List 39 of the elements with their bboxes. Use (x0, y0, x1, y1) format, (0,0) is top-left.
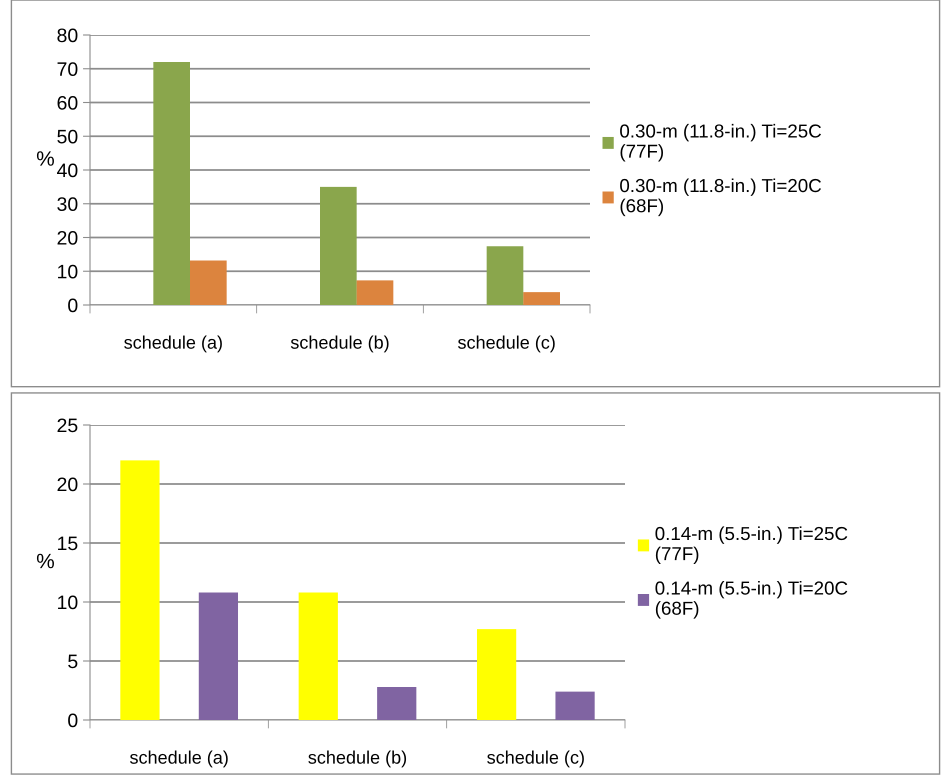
bar (120, 460, 160, 720)
x-tick-label: schedule (a) (124, 336, 222, 352)
y-tick-label: 50 (57, 130, 78, 144)
bar (320, 186, 357, 305)
y-tick-label: 70 (58, 62, 78, 76)
legend-label: 0.14-m (5.5-in.) Ti=20C (68F) (655, 580, 848, 619)
bar (476, 629, 516, 720)
bar (153, 62, 190, 305)
y-tick-label: 0 (68, 713, 78, 728)
y-tick-label: 10 (58, 264, 78, 278)
y-tick-label: 60 (58, 96, 78, 110)
legend-label: 0.30-m (11.8-in.) Ti=20C (68F) (620, 178, 822, 216)
bar (486, 246, 524, 305)
y-tick-label: 15 (58, 536, 78, 550)
bar (190, 260, 227, 305)
y-tick-label: 5 (68, 654, 78, 668)
bar (377, 686, 416, 720)
bar (555, 692, 595, 720)
x-tick-label: schedule (b) (290, 336, 389, 352)
y-tick-label: 10 (58, 595, 78, 610)
y-tick-label: 25 (58, 418, 78, 432)
y-tick-label: 30 (57, 197, 78, 211)
x-tick-label: schedule (b) (308, 750, 406, 768)
bar (356, 280, 394, 305)
bar (298, 592, 338, 720)
bar (198, 592, 238, 720)
y-tick-label: 20 (58, 230, 78, 245)
y-tick-label: 80 (57, 28, 78, 42)
x-tick-label: schedule (c) (458, 336, 555, 352)
x-tick-label: schedule (c) (487, 750, 584, 768)
bar (523, 292, 560, 305)
x-tick-label: schedule (a) (130, 750, 228, 768)
legend-label: 0.30-m (11.8-in.) Ti=25C (77F) (620, 124, 822, 162)
legend-label: 0.14-m (5.5-in.) Ti=25C (77F) (655, 526, 848, 564)
y-tick-label: 20 (58, 477, 78, 492)
y-tick-label: 40 (57, 163, 78, 178)
y-tick-label: 0 (68, 298, 78, 312)
y-axis-title: % (36, 554, 54, 568)
y-axis-title: % (36, 151, 54, 166)
